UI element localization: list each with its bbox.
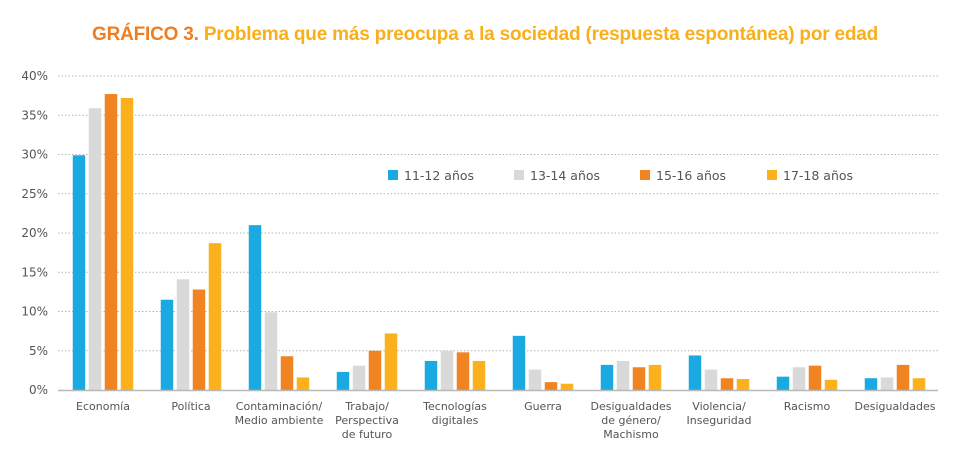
- bar: [560, 383, 574, 390]
- x-tick-label: Violencia/: [692, 400, 746, 413]
- bar: [296, 377, 310, 390]
- bar: [912, 378, 926, 390]
- chart-title-prefix: GRÁFICO 3.: [92, 24, 199, 45]
- x-tick-label: Trabajo/: [344, 400, 389, 413]
- chart-title-text: Problema que más preocupa a la sociedad …: [203, 24, 879, 45]
- x-tick-label: de futuro: [342, 428, 393, 441]
- bar: [648, 364, 662, 390]
- x-tick-label: Desigualdades: [591, 400, 672, 413]
- bar: [368, 350, 382, 390]
- x-tick-label: Tecnologías: [422, 400, 487, 413]
- bar: [632, 367, 646, 390]
- bar: [424, 360, 438, 390]
- y-tick-label: 25%: [21, 187, 48, 201]
- chart-title: GRÁFICO 3. Problema que más preocupa a l…: [92, 24, 878, 46]
- legend-label: 15-16 años: [656, 168, 726, 183]
- bar: [896, 364, 910, 390]
- bar: [384, 333, 398, 390]
- bar: [824, 379, 838, 390]
- bar: [776, 376, 790, 390]
- bar: [336, 371, 350, 390]
- x-tick-label: de género/: [601, 414, 661, 427]
- bar: [528, 369, 542, 390]
- bar: [72, 155, 86, 390]
- legend: 11-12 años 13-14 años 15-16 años 17-18 años: [388, 168, 853, 183]
- bar: [176, 279, 190, 390]
- bar: [440, 350, 454, 390]
- x-tick-label: Racismo: [784, 400, 831, 413]
- bar: [880, 377, 894, 390]
- bar: [616, 360, 630, 390]
- bar: [120, 97, 134, 390]
- x-axis-labels: Economía Política Contaminación/Medio ambi…: [76, 400, 936, 441]
- y-tick-label: 30%: [21, 148, 48, 162]
- legend-label: 11-12 años: [404, 168, 474, 183]
- y-tick-label: 35%: [21, 108, 48, 122]
- x-tick-label: Economía: [76, 400, 130, 413]
- bar: [88, 108, 102, 390]
- bar: [600, 364, 614, 390]
- x-tick-label: digitales: [432, 414, 479, 427]
- bar: [352, 365, 366, 390]
- bar: [808, 365, 822, 390]
- bar: [704, 369, 718, 390]
- bar: [736, 379, 750, 390]
- bar: [248, 225, 262, 390]
- x-tick-label: Contaminación/: [236, 400, 323, 413]
- x-tick-label: Medio ambiente: [235, 414, 324, 427]
- bar: [104, 94, 118, 391]
- bar: [512, 335, 526, 390]
- legend-swatch: [388, 170, 398, 180]
- bar: [544, 382, 558, 390]
- x-tick-label: Política: [171, 400, 210, 413]
- x-tick-label: Inseguridad: [687, 414, 752, 427]
- bar: [160, 299, 174, 390]
- y-axis-ticks: 0% 5% 10% 15% 20% 25% 30% 35% 40%: [21, 69, 48, 397]
- bar: [472, 360, 486, 390]
- bars: [72, 94, 926, 391]
- bar: [456, 352, 470, 390]
- bar: [280, 356, 294, 390]
- y-tick-label: 5%: [29, 344, 48, 358]
- legend-swatch: [514, 170, 524, 180]
- bar: [792, 367, 806, 390]
- bar: [720, 378, 734, 390]
- y-tick-label: 10%: [21, 305, 48, 319]
- x-tick-label: Desigualdades: [855, 400, 936, 413]
- x-tick-label: Guerra: [524, 400, 562, 413]
- gridlines: [58, 75, 938, 352]
- legend-label: 17-18 años: [783, 168, 853, 183]
- legend-swatch: [767, 170, 777, 180]
- y-tick-label: 40%: [21, 69, 48, 83]
- legend-label: 13-14 años: [530, 168, 600, 183]
- y-tick-label: 15%: [21, 265, 48, 279]
- bar: [192, 289, 206, 390]
- legend-swatch: [640, 170, 650, 180]
- bar: [864, 378, 878, 390]
- x-tick-label: Machismo: [603, 428, 659, 441]
- bar: [264, 312, 278, 390]
- bar: [208, 243, 222, 390]
- y-tick-label: 0%: [29, 383, 48, 397]
- x-tick-label: Perspectiva: [335, 414, 399, 427]
- y-tick-label: 20%: [21, 226, 48, 240]
- bar: [688, 355, 702, 390]
